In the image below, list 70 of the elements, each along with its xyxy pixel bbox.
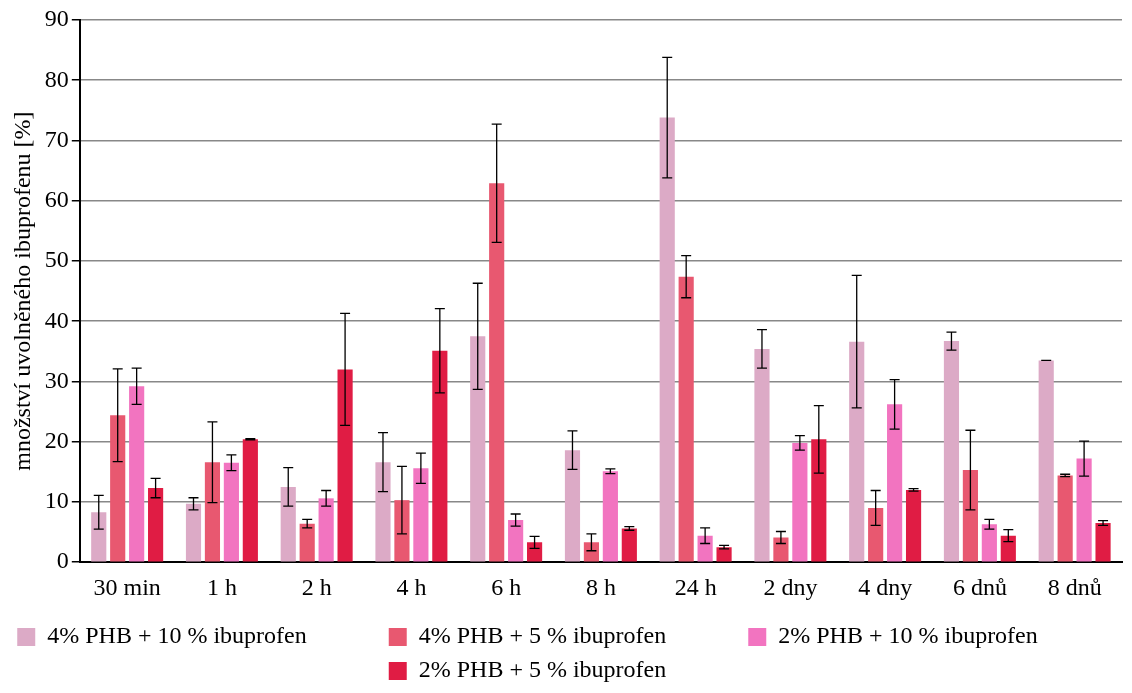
bar [621, 528, 637, 562]
bar [849, 341, 865, 562]
x-tick-label: 1 h [206, 573, 237, 600]
bar [508, 520, 524, 562]
x-tick-label: 4 h [396, 573, 427, 600]
x-tick-label: 30 min [93, 573, 161, 600]
bar [754, 348, 770, 562]
bar [716, 547, 732, 562]
y-tick-label: 70 [44, 125, 69, 152]
bar [432, 350, 448, 562]
bar [375, 462, 391, 562]
x-tick-label: 8 h [585, 573, 616, 600]
bar [1038, 360, 1054, 562]
y-tick-label: 60 [44, 186, 69, 213]
bar [868, 507, 884, 562]
bar [394, 500, 410, 562]
y-tick-label: 20 [44, 427, 69, 454]
y-tick-label: 10 [44, 487, 69, 514]
bar [91, 512, 107, 562]
x-tick-label: 2 dny [763, 573, 818, 600]
legend-label: 4% PHB + 10 % ibuprofen [47, 622, 379, 649]
bar [337, 369, 353, 562]
y-tick-label: 30 [44, 366, 69, 393]
y-tick-label: 80 [44, 65, 69, 92]
bar [204, 462, 221, 562]
bar [223, 462, 239, 562]
x-tick-label: 24 h [674, 573, 717, 600]
bar [1076, 458, 1092, 562]
legend-label: 2% PHB + 5 % ibuprofen [418, 656, 739, 683]
bar [1095, 523, 1111, 562]
bar [280, 486, 296, 562]
bar [678, 276, 694, 562]
bar [185, 503, 202, 562]
x-tick-label: 2 h [301, 573, 332, 600]
bar [470, 336, 486, 562]
bar [527, 542, 543, 562]
bar [299, 523, 315, 562]
x-tick-label: 6 dnů [952, 573, 1007, 600]
x-tick-label: 8 dnů [1047, 573, 1102, 600]
bar [564, 450, 581, 562]
x-tick-label: 6 h [491, 573, 522, 600]
bar [943, 341, 960, 562]
bar [318, 498, 334, 562]
bar [773, 537, 789, 562]
x-tick-label: 4 dny [858, 573, 913, 600]
y-tick-label: 40 [44, 306, 69, 333]
bar [1000, 535, 1016, 562]
bar [129, 386, 145, 562]
bar [811, 439, 827, 562]
y-tick-label: 0 [56, 547, 69, 574]
bar [242, 439, 258, 562]
bar [905, 489, 922, 562]
y-tick-label: 90 [44, 5, 69, 32]
bar [792, 442, 808, 562]
bar [1057, 475, 1073, 562]
bar [583, 542, 600, 562]
legend-label: 2% PHB + 10 % ibuprofen [778, 622, 1110, 649]
bar [489, 183, 505, 562]
bar [697, 535, 713, 562]
y-axis-title: množství uvolněného ibuprofenu [%] [8, 111, 35, 471]
bar [962, 470, 978, 562]
bar [981, 524, 997, 562]
bar [602, 471, 618, 562]
bar [148, 488, 164, 562]
legend-label: 4% PHB + 5 % ibuprofen [418, 622, 739, 649]
bar [110, 415, 126, 562]
bar [887, 404, 903, 562]
y-tick-label: 50 [44, 246, 69, 273]
bar [413, 468, 429, 562]
bar [659, 117, 675, 562]
